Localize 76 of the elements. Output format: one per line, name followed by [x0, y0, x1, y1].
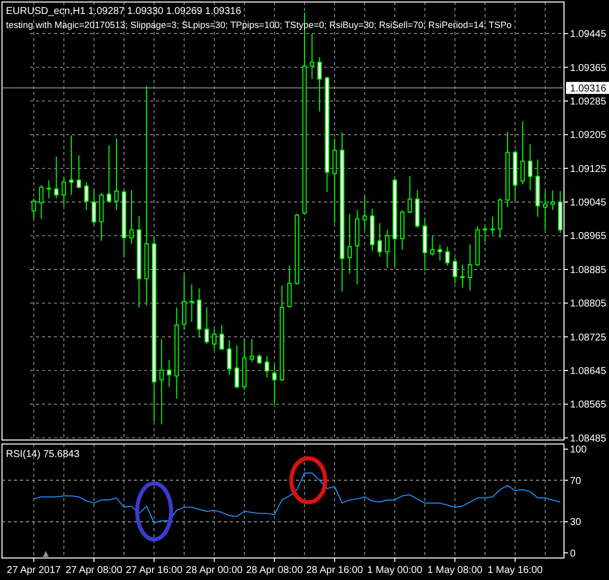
y-tick-label: 1.09205: [570, 130, 607, 142]
candlestick: [76, 154, 82, 189]
candlestick: [543, 190, 548, 230]
candlestick: [212, 328, 216, 350]
candlestick: [452, 257, 458, 284]
candlestick: [310, 34, 314, 80]
x-tick-label: 1 May 16:00: [488, 565, 544, 576]
candlestick: [378, 222, 382, 258]
candlestick: [528, 144, 532, 191]
candlestick: [520, 121, 525, 185]
candlestick: [39, 184, 44, 220]
y-tick-label: 1.08885: [570, 264, 607, 276]
candlestick: [166, 359, 172, 388]
candlestick: [445, 246, 450, 266]
candlestick: [84, 182, 89, 211]
y-tick-label: 1.09285: [570, 96, 607, 108]
candlestick: [220, 324, 224, 350]
y-tick-label: 1.08565: [570, 400, 607, 411]
candlestick: [272, 364, 277, 404]
candlestick: [69, 135, 74, 196]
y-tick-label: 1.08965: [570, 231, 607, 242]
y-tick-label: 1.08645: [570, 366, 607, 378]
candlestick: [490, 216, 495, 236]
candlestick: [332, 138, 337, 224]
chart-title: EURUSD_ecn,H1 1.09287 1.09330 1.09269 1.09316: [6, 6, 242, 17]
candlestick: [408, 176, 412, 214]
candlestick: [550, 190, 555, 211]
x-tick-label: 1 May 08:00: [427, 565, 483, 576]
x-tick-label: 28 Apr 16:00: [306, 565, 364, 576]
x-tick-label: 28 Apr 08:00: [246, 565, 304, 576]
y-tick-label: 1.09125: [570, 164, 607, 175]
candlestick: [32, 198, 36, 220]
candlestick: [129, 190, 134, 244]
x-tick-label: 1 May 00:00: [367, 565, 423, 576]
line-series: [33, 472, 561, 524]
candlestick: [468, 244, 472, 291]
y-tick-label: 70: [570, 476, 582, 487]
candlestick: [190, 284, 194, 323]
candlestick: [182, 274, 186, 331]
candlestick: [257, 354, 262, 364]
candlestick: [460, 264, 465, 288]
y-tick-label: 1.09445: [570, 29, 607, 40]
y-tick-label: 1.08485: [570, 433, 607, 444]
x-tick-label: 27 Apr 16:00: [126, 565, 183, 576]
candlestick: [106, 145, 112, 203]
y-tick-label: 30: [570, 517, 582, 528]
candlestick: [438, 244, 442, 262]
candlestick: [159, 338, 164, 425]
candlestick: [204, 306, 209, 344]
candlestick: [54, 156, 59, 199]
text: RSI(14) 75.6843: [6, 449, 80, 460]
candlestick: [482, 226, 488, 242]
candlestick: [287, 265, 292, 308]
candlestick: [264, 356, 270, 378]
x-tick-label: 28 Apr 00:00: [186, 565, 244, 576]
candlestick: [317, 56, 322, 112]
y-tick-label: 1.08725: [570, 332, 607, 344]
x-tick-label: 27 Apr 08:00: [66, 565, 123, 576]
candlestick: [62, 178, 66, 206]
candlestick: [430, 235, 435, 256]
ref-line-label: 1.09316: [570, 83, 607, 94]
candlestick: [46, 180, 51, 199]
candlestick: [347, 213, 352, 274]
y-tick-label: 0: [570, 548, 576, 560]
candlestick: [92, 190, 96, 226]
candlestick: [227, 340, 232, 376]
candlestick: [362, 196, 367, 230]
candlestick: [385, 229, 390, 268]
x-tick-label: 27 Apr 2017: [6, 565, 62, 576]
y-tick-label: 1.09045: [570, 198, 607, 209]
candlestick: [234, 344, 240, 390]
candlestick: [250, 338, 254, 363]
y-tick-label: 100: [570, 444, 588, 456]
candlestick: [114, 138, 119, 211]
y-tick-label: 1.08805: [570, 298, 607, 310]
y-tick-label: 1.09365: [570, 62, 607, 74]
